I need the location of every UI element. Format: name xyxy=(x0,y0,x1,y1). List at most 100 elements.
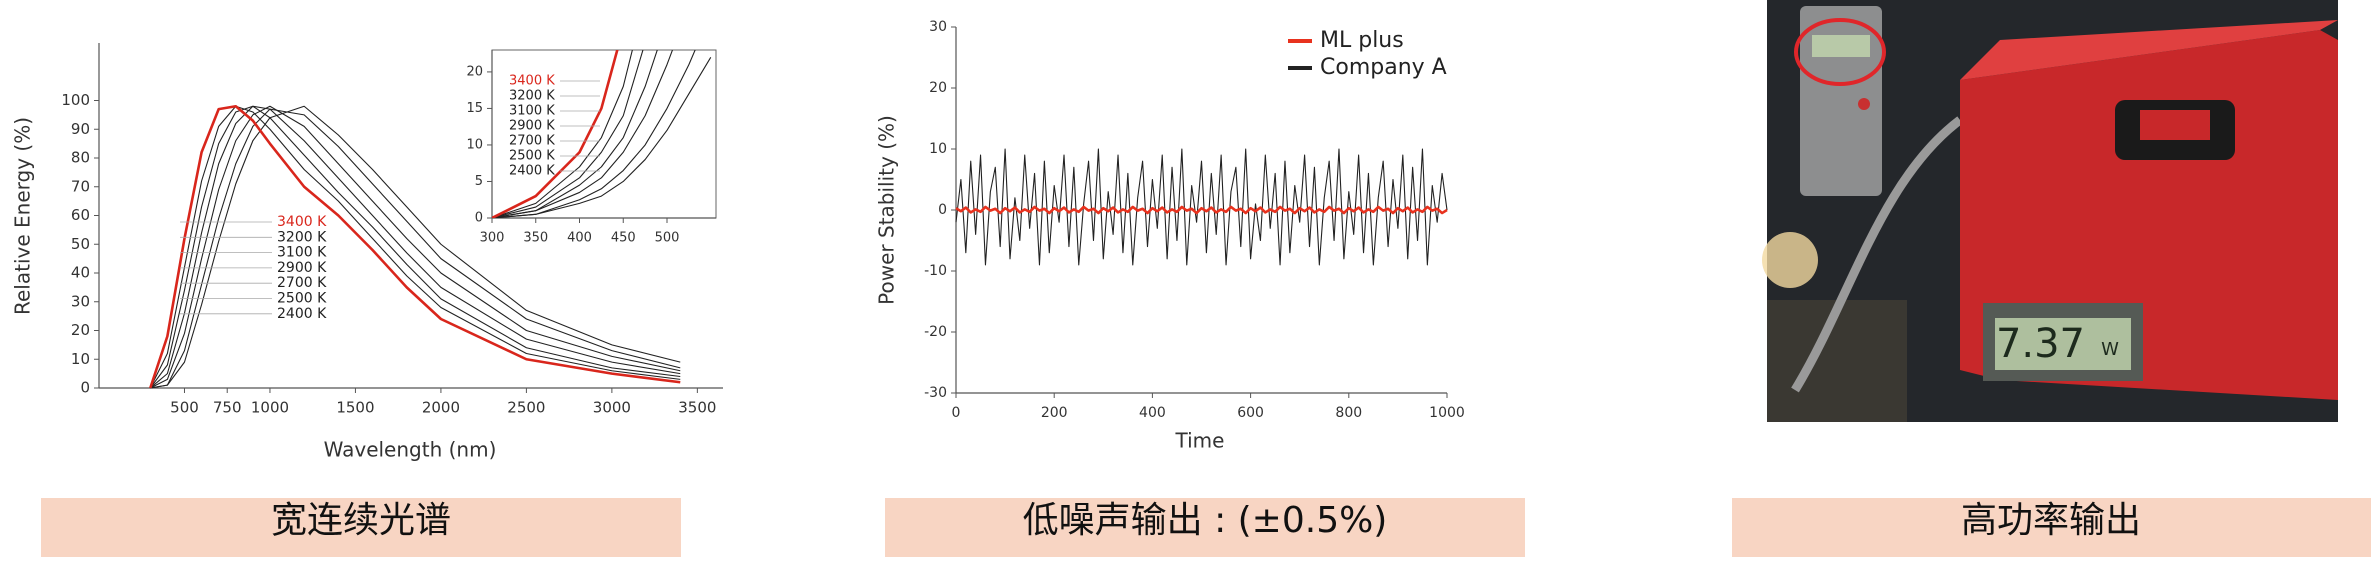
photo-highlight xyxy=(1794,18,1886,86)
y-tick-label: 80 xyxy=(71,149,90,167)
x-tick-label: 300 xyxy=(480,231,505,246)
caption: 低噪声输出 : (±0.5%) xyxy=(1023,500,1388,541)
series-label: 2500 K xyxy=(277,291,327,307)
y-tick-label: 50 xyxy=(71,235,90,253)
photo-meter-button xyxy=(1858,98,1870,110)
series-line xyxy=(149,104,681,389)
y-tick-label: -30 xyxy=(924,385,947,401)
caption-box xyxy=(885,498,1525,557)
x-tick-label: 400 xyxy=(567,231,592,246)
series-label: 3100 K xyxy=(509,104,555,119)
photo-handle-gap xyxy=(2140,110,2210,140)
y-tick-label: -20 xyxy=(924,324,947,340)
series-line xyxy=(492,50,674,218)
y-tick-label: 15 xyxy=(466,101,483,116)
photo-display xyxy=(1995,318,2131,370)
meter-reading: 7.37 xyxy=(1996,321,2085,367)
y-tick-label: 0 xyxy=(80,379,90,397)
y-tick-label: 100 xyxy=(61,91,90,109)
y-tick-label: 70 xyxy=(71,177,90,195)
photo-meter xyxy=(1800,6,1882,196)
series-line xyxy=(150,108,681,389)
plot-lines xyxy=(149,104,681,389)
series-label: 2400 K xyxy=(277,306,327,322)
series-line xyxy=(492,57,712,218)
caption: 高功率输出 xyxy=(1961,500,2141,541)
y-axis-label: Power Stability (%) xyxy=(875,115,899,305)
series-label: 2700 K xyxy=(509,134,555,149)
x-tick-label: 400 xyxy=(1139,405,1166,421)
series-line xyxy=(149,105,681,389)
photo: 7.37 W xyxy=(1762,0,2338,422)
photo-device-top xyxy=(1960,20,2338,80)
y-axis-label: Relative Energy (%) xyxy=(11,117,35,315)
y-tick-label: 30 xyxy=(929,19,947,35)
x-tick-label: 350 xyxy=(523,231,548,246)
x-tick-label: 2000 xyxy=(422,399,460,417)
y-tick-label: 20 xyxy=(929,80,947,96)
photo-shadow xyxy=(1767,300,1907,422)
photo-lamp xyxy=(1762,232,1818,288)
y-tick-label: 90 xyxy=(71,120,90,138)
plot-lines xyxy=(492,50,712,218)
x-tick-label: 600 xyxy=(1237,405,1264,421)
caption-box xyxy=(41,498,681,557)
photo-meter-screen xyxy=(1812,35,1870,57)
x-tick-label: 800 xyxy=(1335,405,1362,421)
x-axis-label: Wavelength (nm) xyxy=(324,438,497,462)
x-tick-label: 200 xyxy=(1041,405,1068,421)
captions: 宽连续光谱 低噪声输出 : (±0.5%) 高功率输出 xyxy=(41,498,2371,557)
x-tick-label: 1500 xyxy=(336,399,374,417)
y-tick-label: 60 xyxy=(71,206,90,224)
legend-label: ML plus xyxy=(1320,28,1404,53)
series-line xyxy=(492,50,696,218)
x-tick-label: 500 xyxy=(655,231,680,246)
y-tick-label: 20 xyxy=(71,321,90,339)
series-line xyxy=(955,205,1448,215)
x-tick-label: 3000 xyxy=(593,399,631,417)
series-line xyxy=(149,105,681,389)
chart: -30 -20 -10 0 10 20 30 0 200 400 600 800 1000 Time Pow… xyxy=(875,19,1465,453)
meter-unit: W xyxy=(2101,339,2119,360)
x-tick-label: 3500 xyxy=(678,399,716,417)
y-tick-label: 40 xyxy=(71,264,90,282)
series-label: 3200 K xyxy=(277,229,327,245)
series-line xyxy=(492,50,619,218)
series-line xyxy=(955,148,1448,266)
y-tick-label: 10 xyxy=(466,137,483,152)
series-label: 3200 K xyxy=(509,89,555,104)
y-tick-label: 0 xyxy=(475,211,483,226)
caption: 宽连续光谱 xyxy=(271,500,451,541)
x-axis-label: Time xyxy=(1175,429,1225,453)
x-tick-label: 2500 xyxy=(507,399,545,417)
legend-label: Company A xyxy=(1320,55,1447,80)
x-tick-label: 0 xyxy=(952,405,961,421)
inset-frame xyxy=(491,49,717,219)
y-tick-label: 20 xyxy=(466,64,483,79)
series-line xyxy=(492,50,633,218)
series-label: 2400 K xyxy=(509,164,555,179)
series-label: 2700 K xyxy=(277,275,327,291)
y-tick-label: 5 xyxy=(475,174,483,189)
x-tick-label: 500 xyxy=(170,399,199,417)
series-label: 3400 K xyxy=(277,214,327,230)
series-line xyxy=(150,105,681,389)
x-tick-label: 750 xyxy=(213,399,242,417)
series-line xyxy=(149,105,681,389)
y-tick-label: 10 xyxy=(929,141,947,157)
plot-lines xyxy=(955,148,1448,266)
y-tick-label: 30 xyxy=(71,292,90,310)
x-tick-label: 450 xyxy=(611,231,636,246)
series-line xyxy=(492,50,658,218)
series-label: 3400 K xyxy=(509,74,555,89)
series-label: 3100 K xyxy=(277,245,327,261)
y-tick-label: 0 xyxy=(938,202,947,218)
x-tick-label: 1000 xyxy=(1429,405,1465,421)
series-label: 2500 K xyxy=(509,149,555,164)
series-label: 2900 K xyxy=(277,260,327,276)
y-tick-label: -10 xyxy=(924,263,947,279)
x-tick-label: 1000 xyxy=(251,399,289,417)
